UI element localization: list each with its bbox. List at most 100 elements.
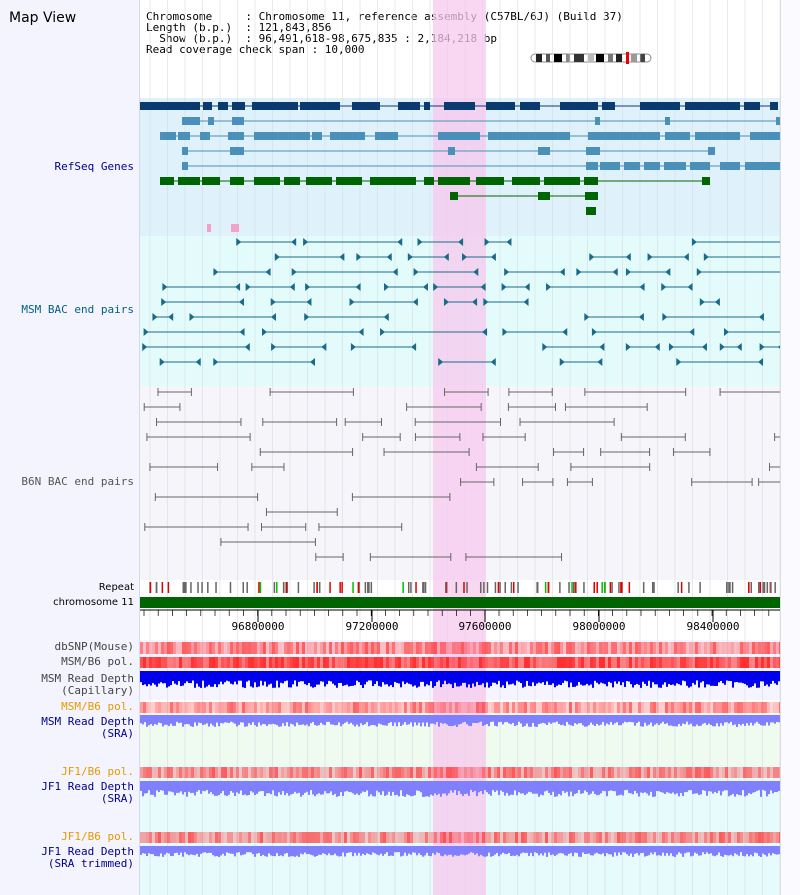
msm-b6-pol-sra-cell <box>752 702 755 713</box>
jf1-b6-pol-cell <box>728 767 731 778</box>
msm-depth-capillary-bar <box>516 671 518 681</box>
msm-bac-end <box>504 268 510 276</box>
msm-depth-sra-bar <box>302 715 304 725</box>
jf1-b6-pol-trim-cell <box>614 832 617 843</box>
track-label-refseq[interactable]: RefSeq Genes <box>54 160 134 173</box>
msm-depth-sra-bar <box>212 715 214 726</box>
msm-b6-pol-cell <box>623 657 626 668</box>
jf1-depth-trim-bar <box>264 846 266 857</box>
dbsnp-cell <box>197 642 200 654</box>
msm-depth-capillary-bar <box>402 671 404 682</box>
dbsnp-cell <box>545 642 548 654</box>
repeat-element <box>604 582 606 593</box>
jf1-depth-sra-bar <box>696 781 698 794</box>
msm-b6-pol-sra-cell <box>461 702 464 713</box>
dbsnp-cell <box>491 642 494 654</box>
msm-b6-pol-sra-cell <box>626 702 629 713</box>
jf1-depth-sra-bar <box>508 781 510 796</box>
msm-depth-capillary-bar <box>458 671 460 687</box>
msm-depth-capillary-bar <box>310 671 312 687</box>
jf1-depth-trim-bar <box>400 846 402 857</box>
gene-exon <box>690 162 710 170</box>
msm-depth-capillary-bar <box>288 671 290 688</box>
gene-exon <box>450 192 458 200</box>
jf1-b6-pol-cell <box>749 767 752 778</box>
jf1-depth-sra-bar <box>468 781 470 796</box>
jf1-b6-pol-trim-cell <box>761 832 764 843</box>
msm-depth-sra-bar <box>526 715 528 724</box>
jf1-b6-pol-cell <box>581 767 584 778</box>
jf1-depth-trim-bar <box>514 846 516 856</box>
dbsnp-cell <box>155 642 158 654</box>
msm-depth-sra-bar <box>556 715 558 722</box>
msm-depth-sra-bar <box>690 715 692 724</box>
msm-b6-pol-cell <box>638 657 641 668</box>
jf1-depth-trim-bar <box>642 846 644 853</box>
msm-depth-capillary-bar <box>324 671 326 687</box>
genome-tracks-svg[interactable]: 96800000 97200000 97600000 98000000 98400000 <box>140 0 780 895</box>
msm-b6-pol-cell <box>377 657 380 668</box>
msm-depth-capillary-bar <box>586 671 588 684</box>
repeat-element <box>285 582 288 593</box>
msm-depth-capillary-bar <box>156 671 158 687</box>
jf1-depth-sra-bar <box>524 781 526 796</box>
msm-depth-capillary-bar <box>212 671 214 687</box>
jf1-b6-pol-cell <box>572 767 575 778</box>
msm-depth-capillary-bar <box>490 671 492 687</box>
msm-depth-capillary-bar <box>704 671 706 688</box>
jf1-b6-pol-trim-cell <box>659 832 662 843</box>
jf1-b6-pol-trim-cell <box>158 832 161 843</box>
msm-b6-pol-cell <box>482 657 485 668</box>
msm-depth-sra-bar <box>546 715 548 726</box>
msm-b6-pol-sra-cell <box>410 702 413 713</box>
jf1-b6-pol-cell <box>455 767 458 778</box>
msm-b6-pol-sra-cell <box>533 702 536 713</box>
msm-depth-sra-bar <box>368 715 370 727</box>
msm-b6-pol-sra-cell <box>146 702 149 713</box>
msm-depth-capillary-bar <box>532 671 534 683</box>
msm-b6-pol-sra-cell <box>449 702 452 713</box>
axis-tick-label: 98400000 <box>687 620 740 633</box>
jf1-depth-trim-bar <box>222 846 224 854</box>
jf1-b6-pol-trim-cell <box>335 832 338 843</box>
jf1-b6-pol-cell <box>269 767 272 778</box>
msm-depth-capillary-bar <box>760 671 762 682</box>
msm-b6-pol-sra-cell <box>374 702 377 713</box>
jf1-depth-trim-bar <box>704 846 706 855</box>
dbsnp-cell <box>353 642 356 654</box>
msm-depth-sra-bar <box>438 715 440 727</box>
msm-depth-sra-bar <box>476 715 478 724</box>
msm-depth-capillary-bar <box>418 671 420 687</box>
dbsnp-cell <box>335 642 338 654</box>
dbsnp-cell <box>185 642 188 654</box>
jf1-depth-sra-bar <box>506 781 508 793</box>
msm-depth-sra-bar <box>610 715 612 722</box>
msm-b6-pol-sra-cell <box>500 702 503 713</box>
jf1-b6-pol-trim-cell <box>596 832 599 843</box>
jf1-depth-trim-bar <box>730 846 732 855</box>
chromosome-ideogram[interactable] <box>530 52 652 64</box>
msm-b6-pol-cell <box>647 657 650 668</box>
jf1-b6-pol-cell <box>764 767 767 778</box>
genome-browser-canvas[interactable]: 96800000 97200000 97600000 98000000 98400000 <box>140 0 780 895</box>
msm-depth-sra-bar <box>582 715 584 726</box>
dbsnp-cell <box>755 642 758 654</box>
dbsnp-cell <box>212 642 215 654</box>
jf1-depth-trim-bar <box>560 846 562 854</box>
msm-depth-sra-bar <box>774 715 776 724</box>
jf1-depth-trim-bar <box>556 846 558 855</box>
dbsnp-cell <box>428 642 431 654</box>
msm-b6-pol-cell <box>359 657 362 668</box>
track-label-msm-bac[interactable]: MSM BAC end pairs <box>21 303 134 316</box>
msm-depth-sra-bar <box>388 715 390 724</box>
msm-depth-capillary-bar <box>354 671 356 686</box>
jf1-depth-trim-bar <box>462 846 464 855</box>
msm-depth-sra-bar <box>720 715 722 724</box>
jf1-depth-trim-bar <box>666 846 668 854</box>
track-label-b6n-bac[interactable]: B6N BAC end pairs <box>21 475 134 488</box>
jf1-depth-sra-bar <box>776 781 778 793</box>
msm-b6-pol-sra-cell <box>662 702 665 713</box>
jf1-b6-pol-trim-cell <box>380 832 383 843</box>
repeat-element <box>207 582 209 593</box>
msm-bac-end <box>438 358 444 366</box>
